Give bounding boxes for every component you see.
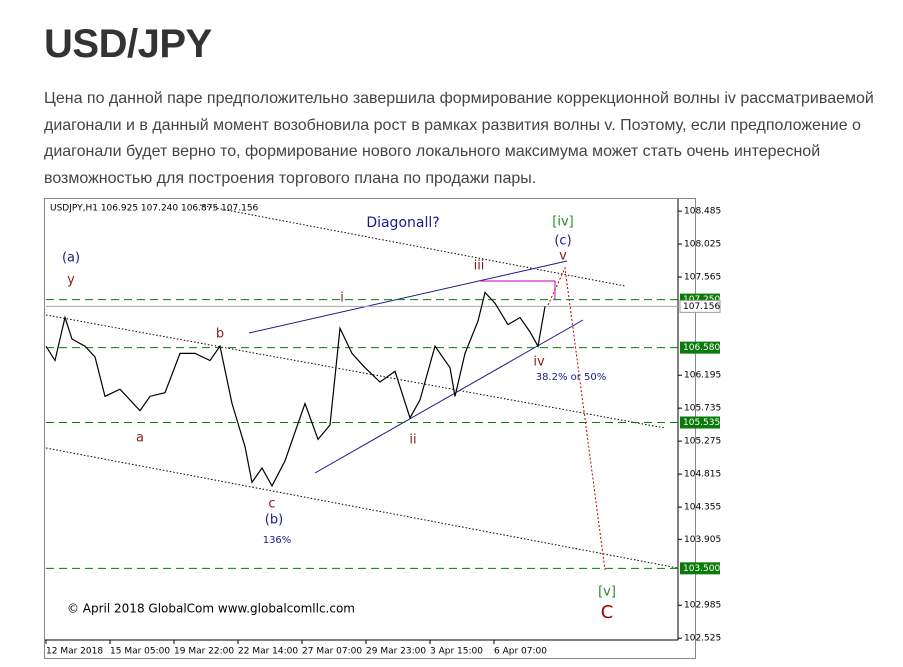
wave-label: 136%: [263, 535, 292, 546]
symbol-info: USDJPY,H1 106.925 107.240 106.875 107.15…: [50, 204, 259, 214]
x-tick-label: 6 Apr 07:00: [494, 647, 547, 657]
wave-label: © April 2018 GlobalCom www.globalcomllc.…: [67, 602, 355, 616]
wave-label: (c): [554, 234, 571, 249]
target-box: [480, 280, 556, 300]
level-label: 105.535: [683, 418, 720, 428]
chart-frame: [44, 198, 696, 659]
wave-label: Diagonall?: [366, 215, 439, 231]
y-tick-label: 108.485: [684, 207, 721, 217]
trend-line: [248, 260, 568, 334]
wave-label: i: [340, 291, 344, 306]
paragraph: Цена по данной паре предположительно зав…: [44, 90, 874, 187]
wave-label: a: [136, 431, 144, 446]
level-label: 106.580: [683, 343, 720, 353]
y-tick-label: 106.195: [684, 371, 721, 381]
wave-label: y: [67, 273, 75, 288]
level-box: [680, 341, 720, 354]
level-label: 103.500: [683, 564, 720, 574]
x-tick-label: 15 Mar 05:00: [110, 647, 170, 657]
wave-label: iii: [474, 259, 485, 274]
wave-label: iv: [533, 355, 545, 370]
level-box: [680, 562, 720, 575]
wave-label: 38.2% or 50%: [536, 372, 607, 383]
x-tick-label: 27 Mar 07:00: [302, 647, 362, 657]
level-box: [680, 416, 720, 429]
y-tick-label: 107.565: [684, 273, 721, 283]
current-label: 107.156: [683, 302, 720, 312]
wave-label: C: [601, 602, 614, 623]
y-tick-label: 102.985: [684, 601, 721, 611]
wave-label: v: [559, 249, 567, 264]
wave-label: b: [216, 327, 224, 342]
title: USD/JPY: [44, 22, 212, 66]
x-tick-label: 19 Mar 22:00: [174, 647, 234, 657]
channel-line: [199, 204, 626, 287]
channel-line: [45, 447, 679, 569]
y-tick-label: 105.275: [684, 437, 721, 447]
y-tick-label: 102.525: [684, 634, 721, 644]
wave-label: [v]: [598, 585, 616, 600]
current-box: [679, 299, 721, 313]
wave-label: ii: [409, 433, 416, 448]
x-tick-label: 12 Mar 2018: [46, 647, 103, 657]
y-tick-label: 105.735: [684, 404, 721, 414]
y-tick-label: 103.905: [684, 535, 721, 545]
projection: [547, 266, 606, 571]
x-tick-label: 29 Mar 23:00: [366, 647, 426, 657]
y-tick-label: 104.815: [684, 470, 721, 480]
x-tick-label: 22 Mar 14:00: [238, 647, 298, 657]
wave-label: [iv]: [552, 215, 573, 230]
wave-label: (b): [265, 513, 283, 528]
y-tick-label: 104.355: [684, 503, 721, 513]
price-line: [45, 291, 546, 488]
x-tick-label: 3 Apr 15:00: [430, 647, 483, 657]
wave-label: (a): [62, 251, 80, 266]
y-tick-label: 108.025: [684, 240, 721, 250]
wave-label: c: [268, 497, 275, 512]
